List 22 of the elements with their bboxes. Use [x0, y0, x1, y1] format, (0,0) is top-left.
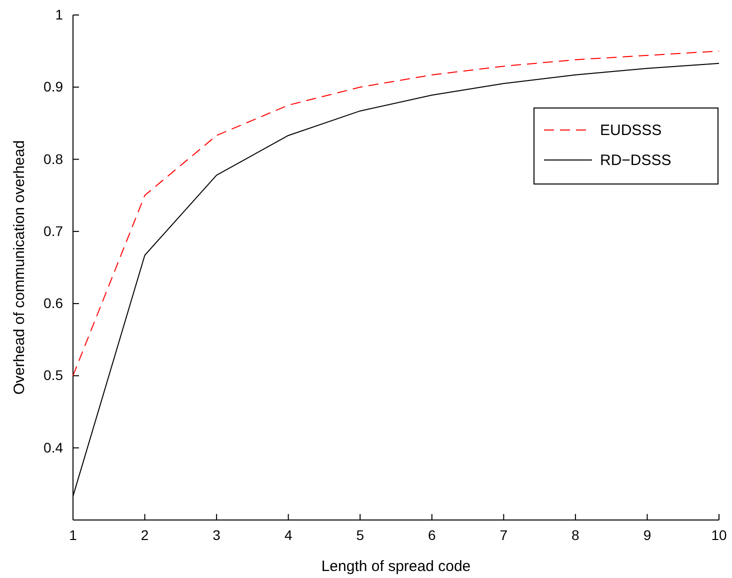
legend-label: RD−DSSS: [600, 152, 672, 169]
x-tick-label: 1: [69, 526, 78, 543]
x-tick-label: 4: [284, 526, 292, 543]
x-tick-label: 9: [643, 526, 652, 543]
x-tick-label: 6: [428, 526, 436, 543]
x-tick-label: 2: [140, 526, 149, 543]
x-tick-label: 5: [356, 526, 364, 543]
y-tick-label: 0.4: [44, 439, 64, 456]
x-tick-label: 10: [711, 526, 727, 543]
y-tick-label: 0.9: [44, 78, 64, 95]
x-tick-label: 8: [572, 526, 580, 543]
y-tick-label: 0.6: [44, 295, 64, 312]
line-series: [72, 50, 720, 376]
legend-label: EUDSSS: [600, 122, 662, 139]
y-tick-label: 0.8: [44, 150, 64, 167]
x-axis-title: Length of spread code: [321, 558, 471, 575]
y-tick-label: 0.5: [44, 367, 64, 384]
y-tick-label: 0.7: [44, 222, 64, 239]
y-tick-label: 1: [55, 6, 64, 22]
y-axis-title: Overhead of communication overhead: [11, 140, 28, 395]
x-tick-label: 3: [212, 526, 221, 543]
x-tick-label: 7: [500, 526, 508, 543]
